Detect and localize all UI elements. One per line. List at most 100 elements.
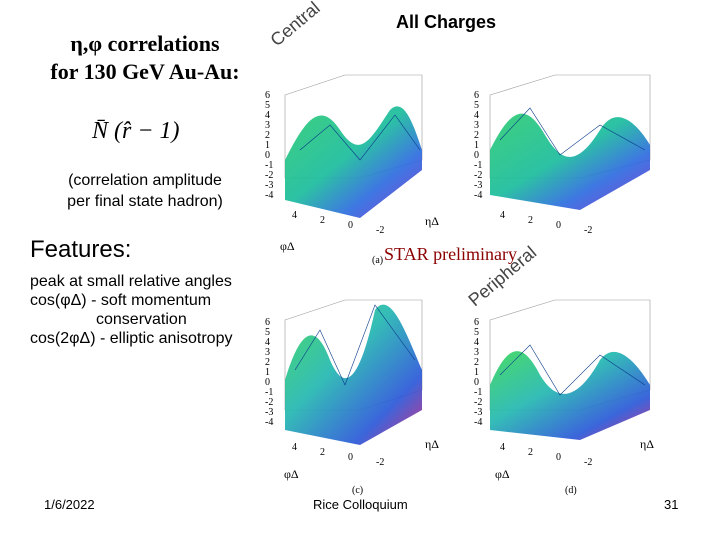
eta-tick-label: 4 [292,442,297,453]
z-tick-label: -4 [474,190,482,201]
z-tick-label: 4 [474,110,479,121]
z-tick-label: 0 [474,377,479,388]
z-tick-label: 6 [265,90,270,101]
panel-b-mesh [499,107,646,156]
z-tick-label: 0 [265,377,270,388]
z-tick-label: 1 [474,367,479,378]
z-tick-label: -4 [265,417,273,428]
eta-tick-label: 2 [320,215,325,226]
z-tick-label: 1 [474,140,479,151]
eta-tick-label: 2 [528,447,533,458]
z-tick-label: 3 [474,120,479,131]
eta-tick-label: -2 [584,225,592,236]
star-preliminary-label: STAR preliminary [384,244,518,264]
z-tick-label: -3 [265,407,273,418]
feature-line-3: conservation [96,311,187,328]
panel-d-surface [490,351,650,440]
panel-c-eta-axis: ηΔ [425,437,439,451]
z-tick-label: 5 [265,327,270,338]
z-tick-label: 6 [474,317,479,328]
z-tick-label: 2 [474,357,479,368]
z-tick-label: 0 [474,150,479,161]
z-tick-label: 2 [265,357,270,368]
z-tick-label: -3 [265,180,273,191]
features-heading: Features: [30,236,132,263]
panel-a-mesh [299,114,421,161]
panel-c-mesh [294,304,416,386]
eta-tick-label: 0 [556,452,561,463]
correlation-note: (correlation amplitude per final state h… [50,170,240,212]
z-tick-label: -4 [265,190,273,201]
z-tick-label: -2 [265,397,273,408]
z-tick-label: -2 [474,397,482,408]
z-tick-label: 2 [474,130,479,141]
z-tick-label: 1 [265,367,270,378]
eta-tick-label: 4 [500,210,505,221]
panel-d-phi-axis: φΔ [495,467,510,481]
eta-tick-label: -2 [376,225,384,236]
panel-c-phi-axis: φΔ [284,467,299,481]
z-tick-label: -2 [265,170,273,181]
feature-line-2: cos(φΔ) - soft momentum [30,292,212,309]
note-line-1: (correlation amplitude [68,172,222,189]
z-tick-label: -1 [474,387,482,398]
eta-tick-label: 0 [348,220,353,231]
z-tick-label: -3 [474,407,482,418]
panel-d-eta-axis: ηΔ [640,437,654,451]
panel-a-eta-axis: ηΔ [425,214,439,228]
plots-title: All Charges [396,12,497,32]
note-line-2: per final state hadron) [67,193,223,210]
panel-a: (a) φΔ ηΔ [280,74,439,266]
z-axis-ticks: 6543210-1-2-3-46543210-1-2-3-46543210-1-… [265,90,482,428]
panel-d-mesh [499,344,646,396]
eta-tick-label: 2 [528,215,533,226]
footer-center: Rice Colloquium [313,497,408,512]
z-tick-label: 4 [474,337,479,348]
panel-c-label: (c) [352,485,363,496]
feature-line-1: peak at small relative angles [30,273,232,290]
panel-c-surface [285,304,422,445]
eta-tick-label: 4 [292,210,297,221]
footer-date: 1/6/2022 [44,497,95,512]
z-tick-label: 3 [474,347,479,358]
panel-c: (c) φΔ ηΔ [284,299,439,496]
z-tick-label: -3 [474,180,482,191]
eta-tick-label: 0 [556,220,561,231]
z-tick-label: 6 [265,317,270,328]
features-list: peak at small relative angles cos(φΔ) - … [30,272,270,348]
z-tick-label: 5 [474,100,479,111]
z-tick-label: 2 [265,130,270,141]
z-tick-label: 3 [265,347,270,358]
feature-line-4: cos(2φΔ) - elliptic anisotropy [30,330,233,347]
z-tick-label: 5 [474,327,479,338]
z-tick-label: 1 [265,140,270,151]
panel-a-label: (a) [372,255,383,266]
z-tick-label: 5 [265,100,270,111]
z-tick-label: -4 [474,417,482,428]
eta-axis-ticks: 4 2 0 -2 4 2 0 -2 4 2 0 -2 4 2 0 -2 [292,210,592,468]
z-tick-label: 4 [265,110,270,121]
z-tick-label: 0 [265,150,270,161]
title-line-2: for 130 GeV Au-Au: [50,59,240,84]
eta-tick-label: -2 [584,457,592,468]
panel-b [489,74,651,210]
formula: N̄ (r̂ − 1) [92,118,180,144]
panel-b-surface [490,113,650,210]
panel-d-label: (d) [565,485,577,496]
panel-d: (d) φΔ ηΔ [489,299,654,496]
z-tick-label: -2 [474,170,482,181]
eta-tick-label: 0 [348,452,353,463]
slide-title: η,φ correlations for 130 GeV Au-Au: [30,30,260,86]
eta-tick-label: 2 [320,447,325,458]
page-number: 31 [664,497,679,512]
z-tick-label: 3 [265,120,270,131]
z-tick-label: -1 [265,387,273,398]
z-tick-label: -1 [474,160,482,171]
z-tick-label: 4 [265,337,270,348]
title-line-1: η,φ correlations [70,31,220,56]
eta-tick-label: -2 [376,457,384,468]
z-tick-label: -1 [265,160,273,171]
panel-a-surface [285,106,422,218]
eta-tick-label: 4 [500,442,505,453]
